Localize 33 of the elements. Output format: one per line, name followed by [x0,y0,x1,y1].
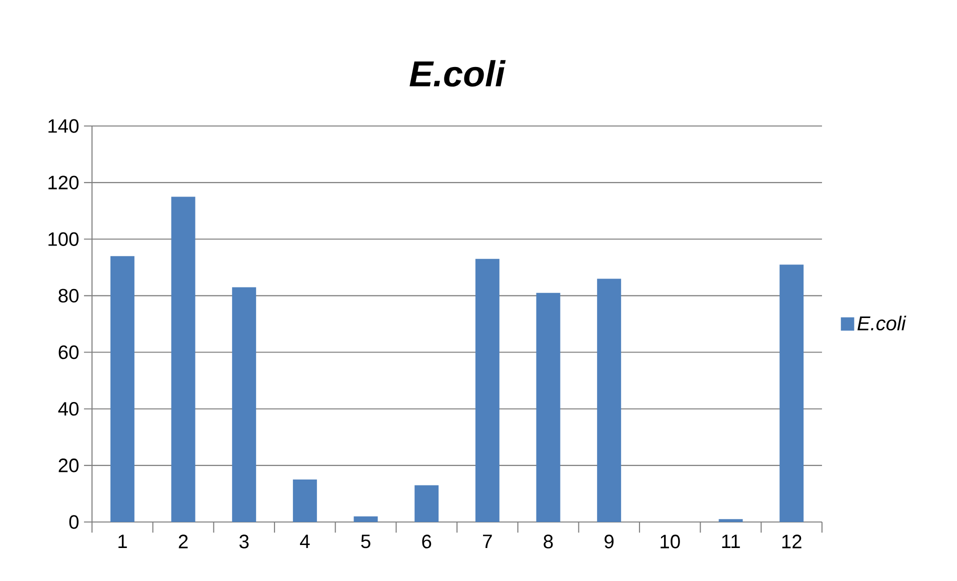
x-tick-label: 10 [660,534,680,548]
x-tick-label: 12 [782,534,802,548]
x-tick-label: 6 [422,534,432,548]
x-tick-label: 7 [483,534,492,548]
x-tick-label: 1 [118,534,127,548]
legend-label: E.coli [857,316,906,330]
x-tick-label: 8 [544,534,553,548]
x-tick-label: 11 [722,534,740,548]
x-tick-label: 3 [239,534,249,548]
chart-title: E.coli [410,60,506,87]
y-tick-label: 20 [58,458,79,472]
bar [110,256,134,522]
y-tick-label: 140 [48,119,79,133]
y-tick-label: 100 [48,232,79,246]
bar [536,292,560,522]
y-tick-label: 80 [58,288,79,303]
bar [232,287,256,522]
bar [414,485,439,522]
x-tick-label: 9 [604,534,614,548]
bar [292,480,317,522]
y-tick-label: 60 [58,345,79,360]
bar [718,519,743,522]
bar [354,516,378,522]
x-tick-label: 2 [178,534,188,548]
y-tick-label: 0 [69,515,79,529]
y-tick-label: 120 [48,176,79,190]
x-tick-label: 5 [361,534,370,548]
y-tick-label: 40 [58,402,79,416]
x-tick-label: 4 [300,534,310,548]
bar [780,264,804,522]
bar [597,278,622,522]
bar [171,196,196,522]
bar [475,258,500,522]
